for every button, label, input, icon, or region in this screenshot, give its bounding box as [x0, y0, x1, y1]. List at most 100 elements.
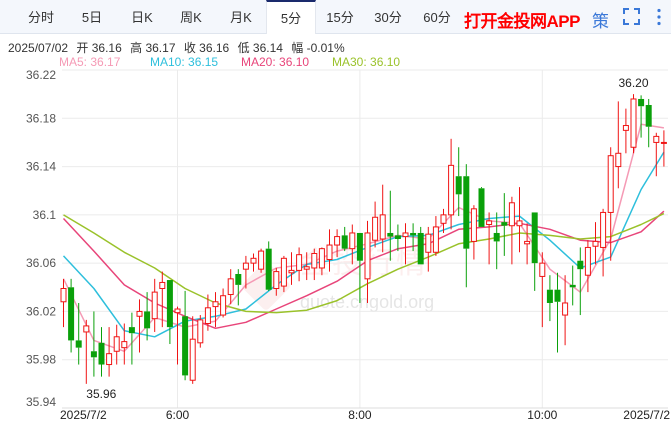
candle-body-up	[440, 214, 447, 224]
x-tick-label: 8:00	[348, 408, 372, 422]
period-tab-bar: 分时 5日 日K 周K 月K 5分 15分 30分 60分 打开金投网APP 策	[0, 0, 671, 34]
y-tick-label: 35.94	[26, 395, 56, 409]
tab-15-min[interactable]: 15分	[326, 10, 354, 25]
tab-weekly-k[interactable]: 周K	[180, 10, 202, 25]
candle-body-up	[364, 232, 371, 280]
candle-body-up	[615, 152, 622, 168]
candle-body-up	[174, 308, 181, 314]
candle-body-down	[531, 212, 538, 264]
candle-body-up	[379, 214, 386, 240]
candle-body-up	[524, 240, 531, 245]
candle-body-up	[622, 125, 629, 131]
candle-body-down	[265, 248, 272, 290]
extreme-price-label: 36.20	[618, 76, 648, 90]
info-high: 高 36.17	[130, 41, 176, 55]
candle-body-down	[554, 289, 561, 302]
fullscreen-icon[interactable]	[623, 8, 640, 25]
y-tick-label: 36.06	[26, 256, 56, 270]
tab-monthly-k[interactable]: 月K	[230, 10, 252, 25]
x-tick-label: 2025/7/2	[60, 408, 107, 422]
tab-daily-k[interactable]: 日K	[131, 10, 153, 25]
candle-body-up	[242, 262, 249, 270]
extreme-price-label: 35.96	[86, 387, 116, 401]
candle-body-up	[425, 233, 432, 253]
candle-body-down	[546, 289, 553, 303]
candle-body-up	[280, 257, 287, 287]
candle-body-down	[645, 105, 652, 127]
candle-body-down	[394, 235, 401, 239]
candle-body-up	[630, 98, 637, 148]
candle-body-down	[410, 232, 417, 236]
ohlc-info-line: 2025/07/02 开 36.16 高 36.17 收 36.16 低 36.…	[8, 39, 350, 56]
candle-body-up	[273, 271, 280, 289]
candle-body-down	[463, 176, 470, 249]
tab-60-min[interactable]: 60分	[423, 10, 451, 25]
candle-body-up	[486, 220, 493, 226]
candle-body-down	[166, 280, 173, 328]
candle-body-up	[136, 310, 143, 317]
x-tick-label: 6:00	[166, 408, 190, 422]
candle-body-up	[600, 211, 607, 248]
ma30-legend: MA30: 36.10	[332, 55, 401, 69]
more-vertical-icon[interactable]	[656, 8, 662, 26]
candle-body-up	[584, 246, 591, 276]
info-low: 低 36.14	[237, 41, 283, 55]
candle-body-down	[638, 98, 645, 107]
x-tick-label: 2025/7/2	[623, 408, 670, 422]
candle-body-up	[113, 336, 120, 352]
info-close: 收 36.16	[183, 41, 230, 55]
candle-body-up	[159, 281, 166, 289]
open-app-link[interactable]: 打开金投网APP	[464, 12, 580, 31]
y-tick-label: 36.18	[26, 111, 56, 125]
y-tick-label: 36.22	[26, 68, 56, 82]
candle-body-up	[303, 266, 310, 270]
candle-body-up	[318, 248, 325, 269]
candle-body-up	[250, 257, 257, 264]
candle-body-up	[311, 252, 318, 269]
candle-body-up	[121, 341, 128, 349]
strategy-button[interactable]: 策	[592, 12, 609, 31]
candle-body-up	[212, 301, 219, 308]
y-tick-label: 36.14	[26, 160, 56, 174]
ma20-legend: MA20: 36.10	[241, 55, 310, 69]
ma10-legend: MA10: 36.15	[150, 55, 219, 69]
candle-body-down	[493, 232, 500, 242]
candle-body-up	[402, 232, 409, 238]
candle-body-up	[607, 155, 614, 213]
candle-body-up	[189, 338, 196, 381]
candle-body-up	[470, 208, 477, 242]
tab-30-min[interactable]: 30分	[374, 10, 402, 25]
candle-body-down	[98, 342, 105, 365]
candle-body-up	[660, 141, 667, 144]
candle-body-up	[592, 240, 599, 247]
candle-body-up	[516, 220, 523, 227]
candle-body-up	[448, 164, 455, 216]
candle-body-down	[90, 351, 97, 358]
candle-body-up	[334, 236, 341, 246]
candle-body-down	[75, 340, 82, 348]
y-tick-label: 36.1	[33, 208, 57, 222]
tab-5-min[interactable]: 5分	[266, 0, 316, 34]
candle-body-down	[356, 232, 363, 261]
candle-body-up	[258, 250, 265, 270]
candle-body-up	[508, 202, 515, 227]
candle-body-up	[349, 232, 356, 250]
info-date: 2025/07/02	[8, 41, 69, 55]
x-tick-label: 10:00	[527, 408, 557, 422]
info-open: 开 36.16	[76, 41, 122, 55]
candle-body-down	[341, 235, 348, 249]
candle-body-up	[106, 353, 113, 366]
tab-5-day[interactable]: 5日	[81, 10, 103, 25]
candle-body-up	[60, 287, 67, 303]
candle-body-down	[478, 188, 485, 227]
tab-intraday[interactable]: 分时	[27, 10, 54, 25]
candle-body-up	[539, 262, 546, 277]
candle-body-up	[372, 216, 379, 241]
candle-body-down	[455, 176, 462, 195]
y-tick-label: 35.98	[26, 353, 56, 367]
candle-body-down	[577, 260, 584, 270]
candle-body-down	[235, 274, 242, 285]
candle-body-up	[288, 269, 295, 274]
info-change: 幅 -0.01%	[291, 41, 345, 55]
